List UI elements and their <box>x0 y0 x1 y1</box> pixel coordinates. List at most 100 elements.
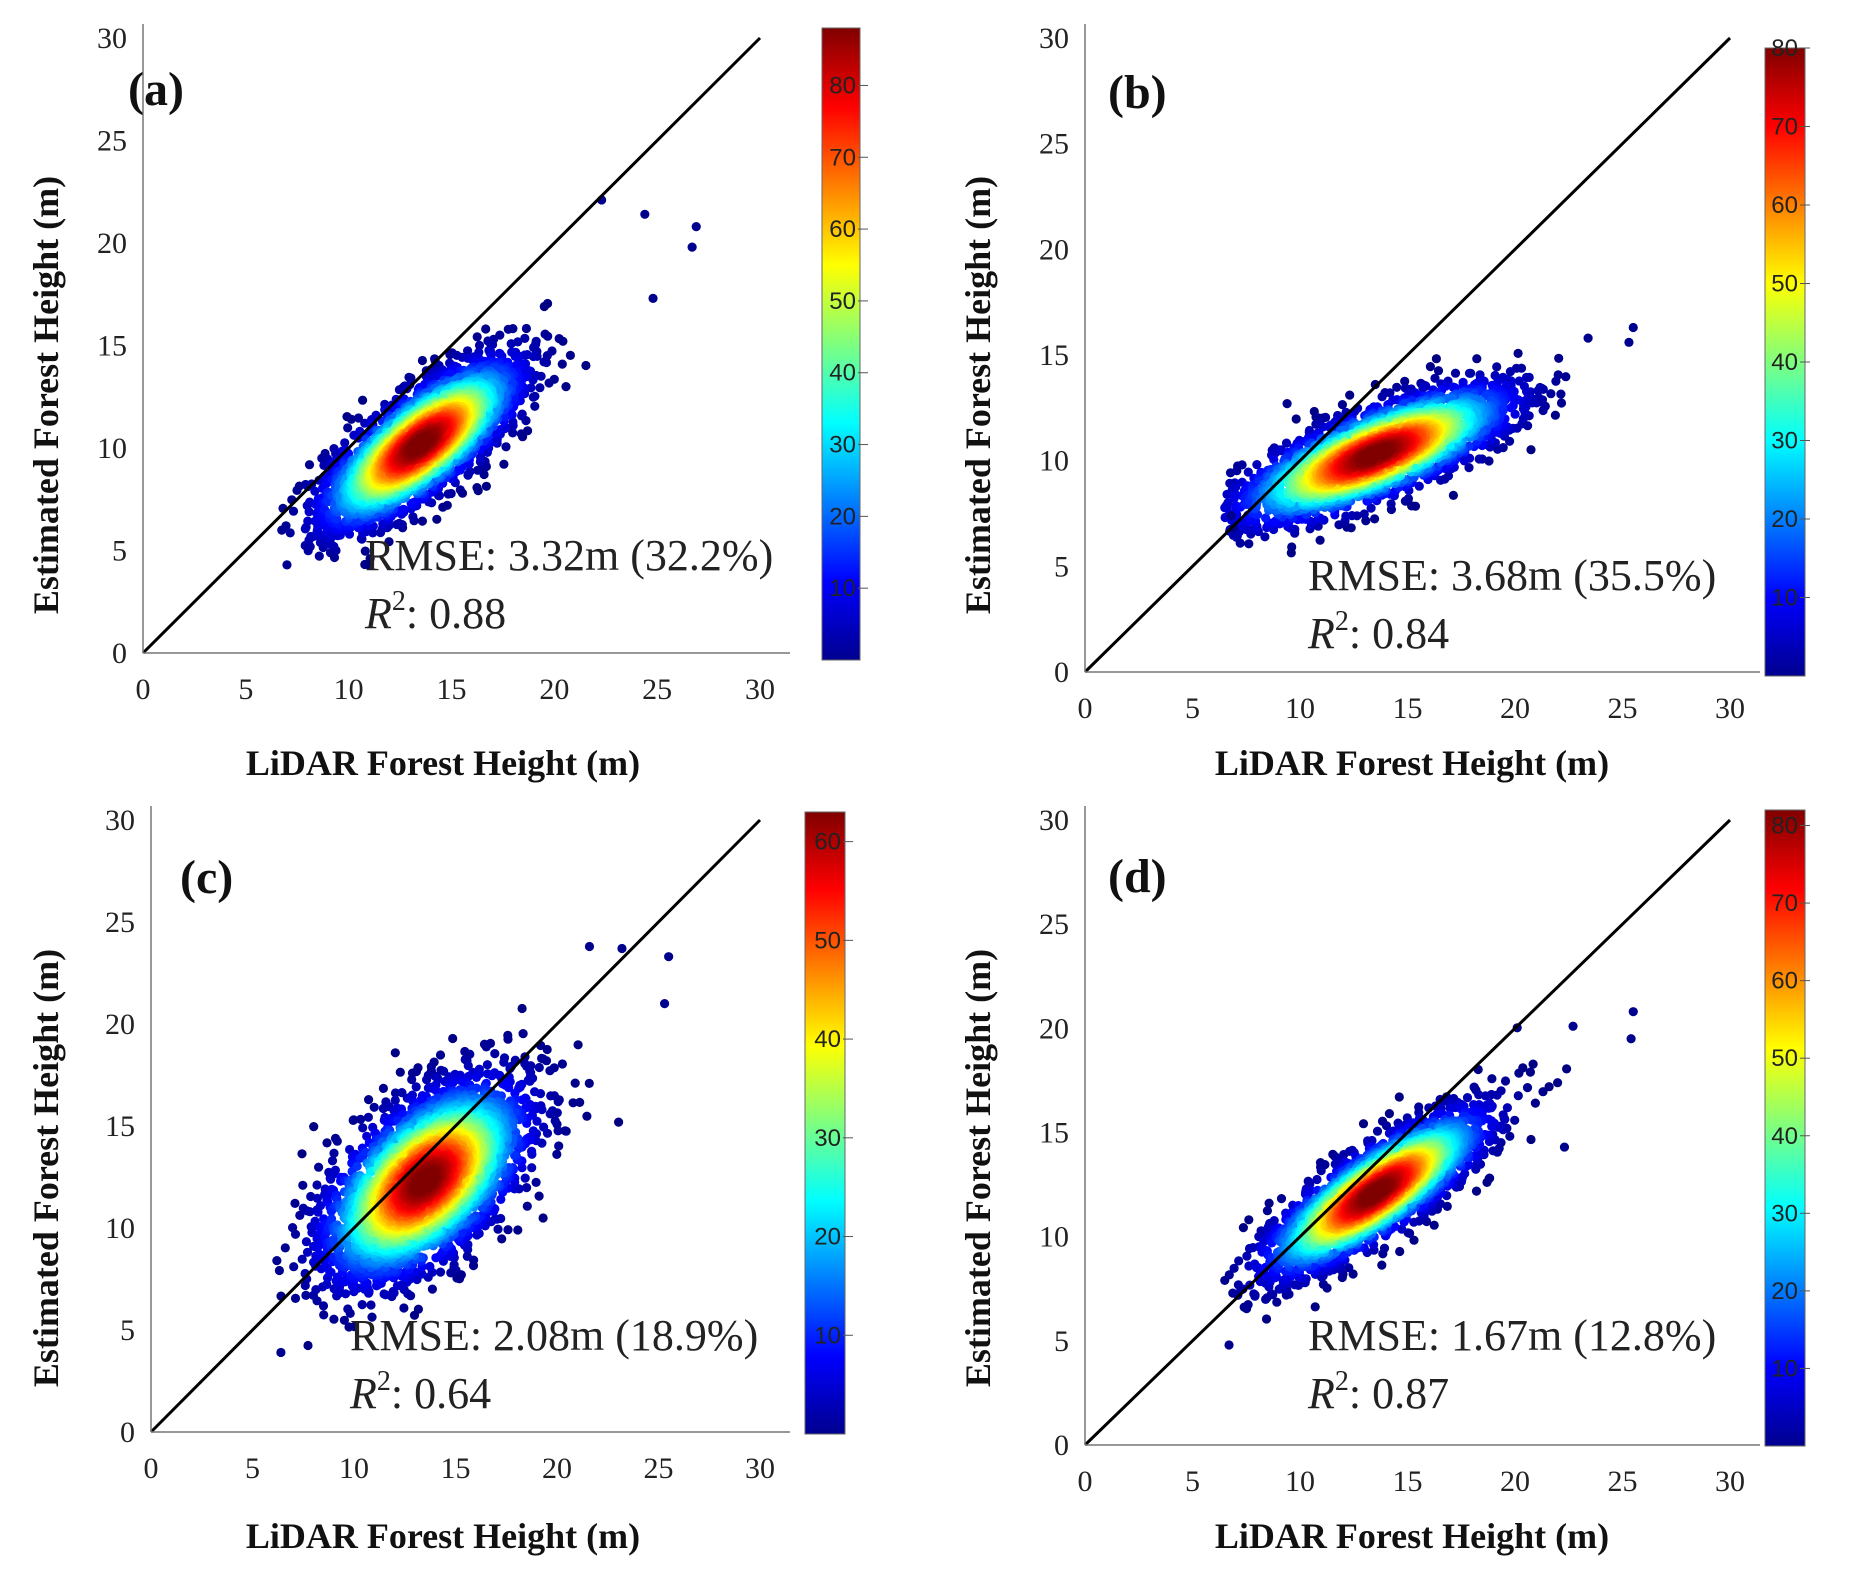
y-tick-label: 10 <box>97 432 127 465</box>
scatter-point <box>1448 490 1458 500</box>
scatter-point <box>304 507 314 517</box>
scatter-point <box>432 514 442 524</box>
scatter-point <box>561 382 571 392</box>
y-axis-label: Estimated Forest Height (m) <box>26 176 66 614</box>
scatter-point <box>1431 354 1441 364</box>
colorbar-tick-label: 60 <box>829 216 856 243</box>
scatter-point <box>310 486 320 496</box>
scatter-point <box>1291 414 1301 424</box>
scatter-point <box>521 323 532 334</box>
scatter-point <box>1403 494 1413 504</box>
scatter-point <box>1521 386 1532 396</box>
scatter-point <box>353 413 364 423</box>
scatter-point <box>517 409 527 419</box>
colorbar-tick-label: 20 <box>829 503 856 530</box>
scatter-point <box>687 242 697 252</box>
x-tick-label: 5 <box>238 673 253 706</box>
scatter-point <box>581 360 591 371</box>
scatter-point <box>392 519 402 530</box>
scatter-point <box>443 489 453 499</box>
colorbar <box>821 27 861 661</box>
scatter-point <box>1550 410 1560 420</box>
scatter-point <box>406 499 416 509</box>
colorbar-tick-label: 10 <box>829 575 856 602</box>
scatter-point <box>1341 511 1351 521</box>
scatter-point <box>340 438 350 448</box>
scatter-point <box>1561 372 1571 382</box>
y-tick-label: 30 <box>97 22 127 55</box>
y-tick-label: 25 <box>97 125 127 158</box>
scatter-point <box>508 324 518 334</box>
scatter-point <box>288 506 299 516</box>
scatter-point <box>508 428 518 438</box>
scatter-point <box>565 350 576 360</box>
rmse-annotation: RMSE: 3.32m (32.2%) <box>365 531 773 580</box>
colorbar-tick-label: 70 <box>829 144 856 171</box>
scatter-point <box>1526 445 1536 455</box>
scatter-point <box>530 401 540 411</box>
scatter-point <box>648 293 658 303</box>
scatter-point <box>543 331 553 341</box>
scatter-point <box>1556 389 1566 399</box>
scatter-point <box>499 459 509 469</box>
scatter-point <box>1315 535 1325 545</box>
y-tick-label: 20 <box>97 227 127 260</box>
scatter-point <box>417 355 427 366</box>
scatter-point <box>539 301 549 312</box>
x-tick-label: 30 <box>745 673 775 706</box>
colorbar-tick-label: 40 <box>829 360 856 387</box>
scatter-point <box>1472 354 1482 364</box>
x-tick-label: 25 <box>642 673 672 706</box>
scatter-point <box>472 483 482 493</box>
colorbar-tick-label: 30 <box>829 432 856 459</box>
scatter-point <box>481 324 491 334</box>
x-tick-label: 15 <box>437 673 467 706</box>
scatter-point <box>360 546 370 556</box>
y-tick-label: 15 <box>97 330 127 363</box>
scatter-point <box>1425 362 1435 372</box>
scatter-point <box>343 423 353 433</box>
scatter-point <box>501 442 511 452</box>
scatter-point <box>445 350 455 360</box>
scatter-point <box>360 559 370 570</box>
scatter-point <box>438 502 448 512</box>
colorbar-tick-label: 80 <box>829 72 856 99</box>
scatter-point <box>691 222 701 232</box>
scatter-point <box>1287 542 1297 552</box>
scatter-point <box>506 339 516 349</box>
scatter-point <box>520 333 530 343</box>
scatter-point <box>406 373 416 383</box>
x-tick-label: 20 <box>539 673 569 706</box>
x-axis-label: LiDAR Forest Height (m) <box>246 743 640 783</box>
scatter-point <box>473 465 483 475</box>
panel-label: (a) <box>128 63 184 116</box>
scatter-point <box>1466 368 1476 378</box>
scatter-point <box>285 528 295 538</box>
scatter-point <box>1232 466 1242 476</box>
r2-annotation: R2: 0.88 <box>364 586 506 638</box>
y-tick-label: 0 <box>112 637 127 670</box>
scatter-point <box>282 560 292 570</box>
scatter-point <box>475 452 486 462</box>
x-tick-label: 10 <box>334 673 364 706</box>
scatter-point <box>1345 390 1355 400</box>
scatter-point <box>304 460 315 470</box>
scatter-point <box>528 392 538 402</box>
scatter-point <box>1370 514 1380 524</box>
scatter-point <box>1386 499 1396 509</box>
scatter-point <box>516 429 526 439</box>
scatter-point <box>557 359 567 369</box>
scatter-point <box>408 512 418 522</box>
scatter-point <box>508 417 518 427</box>
scatter-point <box>281 521 291 531</box>
scatter-point <box>463 346 473 356</box>
scatter-point <box>1551 376 1561 386</box>
x-tick-label: 0 <box>136 673 151 706</box>
scatter-point <box>1450 368 1461 378</box>
scatter-point <box>303 516 313 526</box>
scatter-point <box>481 481 491 491</box>
scatter-point <box>544 378 554 388</box>
